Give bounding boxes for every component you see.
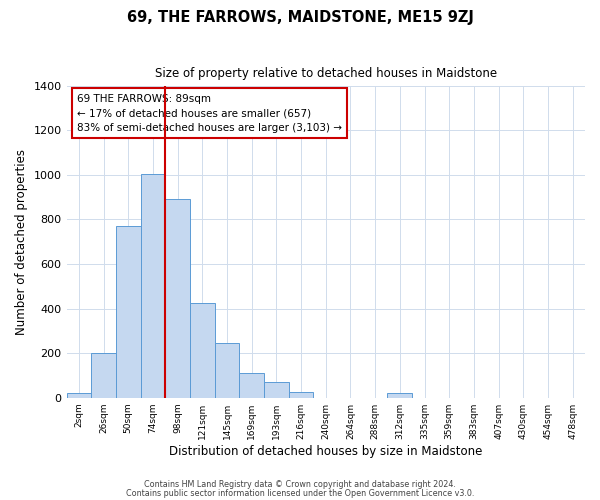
Text: Contains HM Land Registry data © Crown copyright and database right 2024.: Contains HM Land Registry data © Crown c… <box>144 480 456 489</box>
Bar <box>67 394 91 398</box>
Text: 69, THE FARROWS, MAIDSTONE, ME15 9ZJ: 69, THE FARROWS, MAIDSTONE, ME15 9ZJ <box>127 10 473 25</box>
Text: Contains public sector information licensed under the Open Government Licence v3: Contains public sector information licen… <box>126 488 474 498</box>
Bar <box>239 373 264 398</box>
Title: Size of property relative to detached houses in Maidstone: Size of property relative to detached ho… <box>155 68 497 80</box>
Bar <box>388 394 412 398</box>
Bar <box>264 382 289 398</box>
Bar <box>190 303 215 398</box>
X-axis label: Distribution of detached houses by size in Maidstone: Distribution of detached houses by size … <box>169 444 482 458</box>
Bar <box>140 174 165 398</box>
Text: 69 THE FARROWS: 89sqm
← 17% of detached houses are smaller (657)
83% of semi-det: 69 THE FARROWS: 89sqm ← 17% of detached … <box>77 94 342 133</box>
Bar <box>215 343 239 398</box>
Bar <box>116 226 140 398</box>
Bar <box>165 200 190 398</box>
Y-axis label: Number of detached properties: Number of detached properties <box>15 149 28 335</box>
Bar <box>91 353 116 398</box>
Bar <box>289 392 313 398</box>
